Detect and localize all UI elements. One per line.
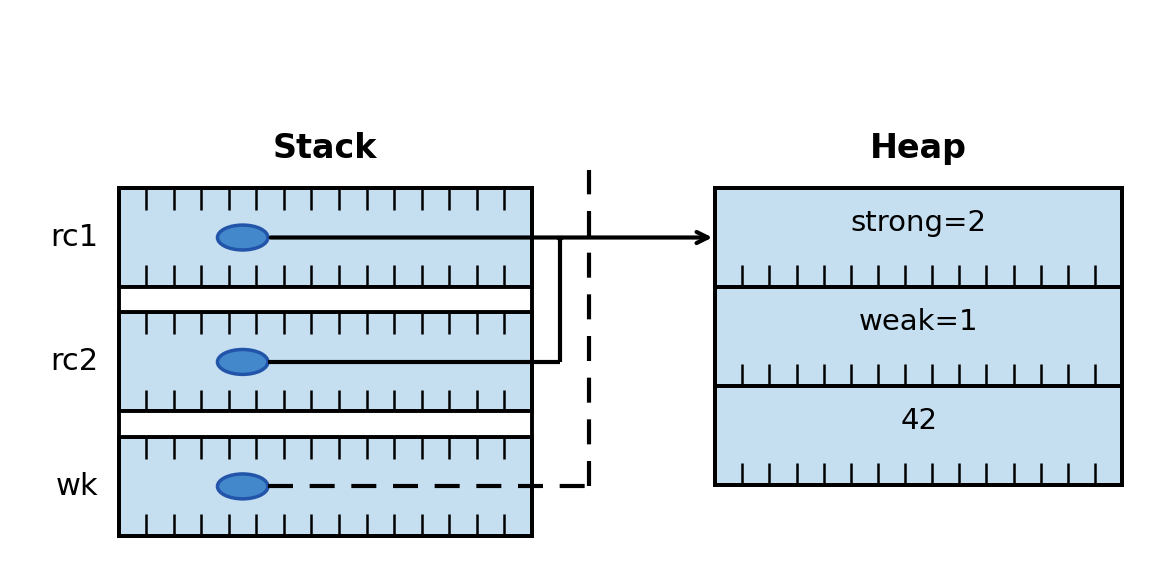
Text: Heap: Heap <box>870 133 967 165</box>
Text: rc1: rc1 <box>50 223 98 252</box>
Circle shape <box>217 474 268 499</box>
Text: wk: wk <box>55 472 98 501</box>
Bar <box>119 412 531 437</box>
Text: rc2: rc2 <box>50 347 98 377</box>
Bar <box>715 188 1123 287</box>
Bar <box>715 386 1123 485</box>
Bar <box>119 312 531 412</box>
Text: Stack: Stack <box>273 133 378 165</box>
Text: weak=1: weak=1 <box>859 308 978 336</box>
Text: strong=2: strong=2 <box>850 209 986 236</box>
Text: 42: 42 <box>900 406 937 435</box>
Circle shape <box>217 225 268 250</box>
Bar <box>119 188 531 287</box>
Bar <box>715 287 1123 386</box>
Bar <box>119 437 531 536</box>
Circle shape <box>217 350 268 374</box>
Bar <box>119 287 531 312</box>
